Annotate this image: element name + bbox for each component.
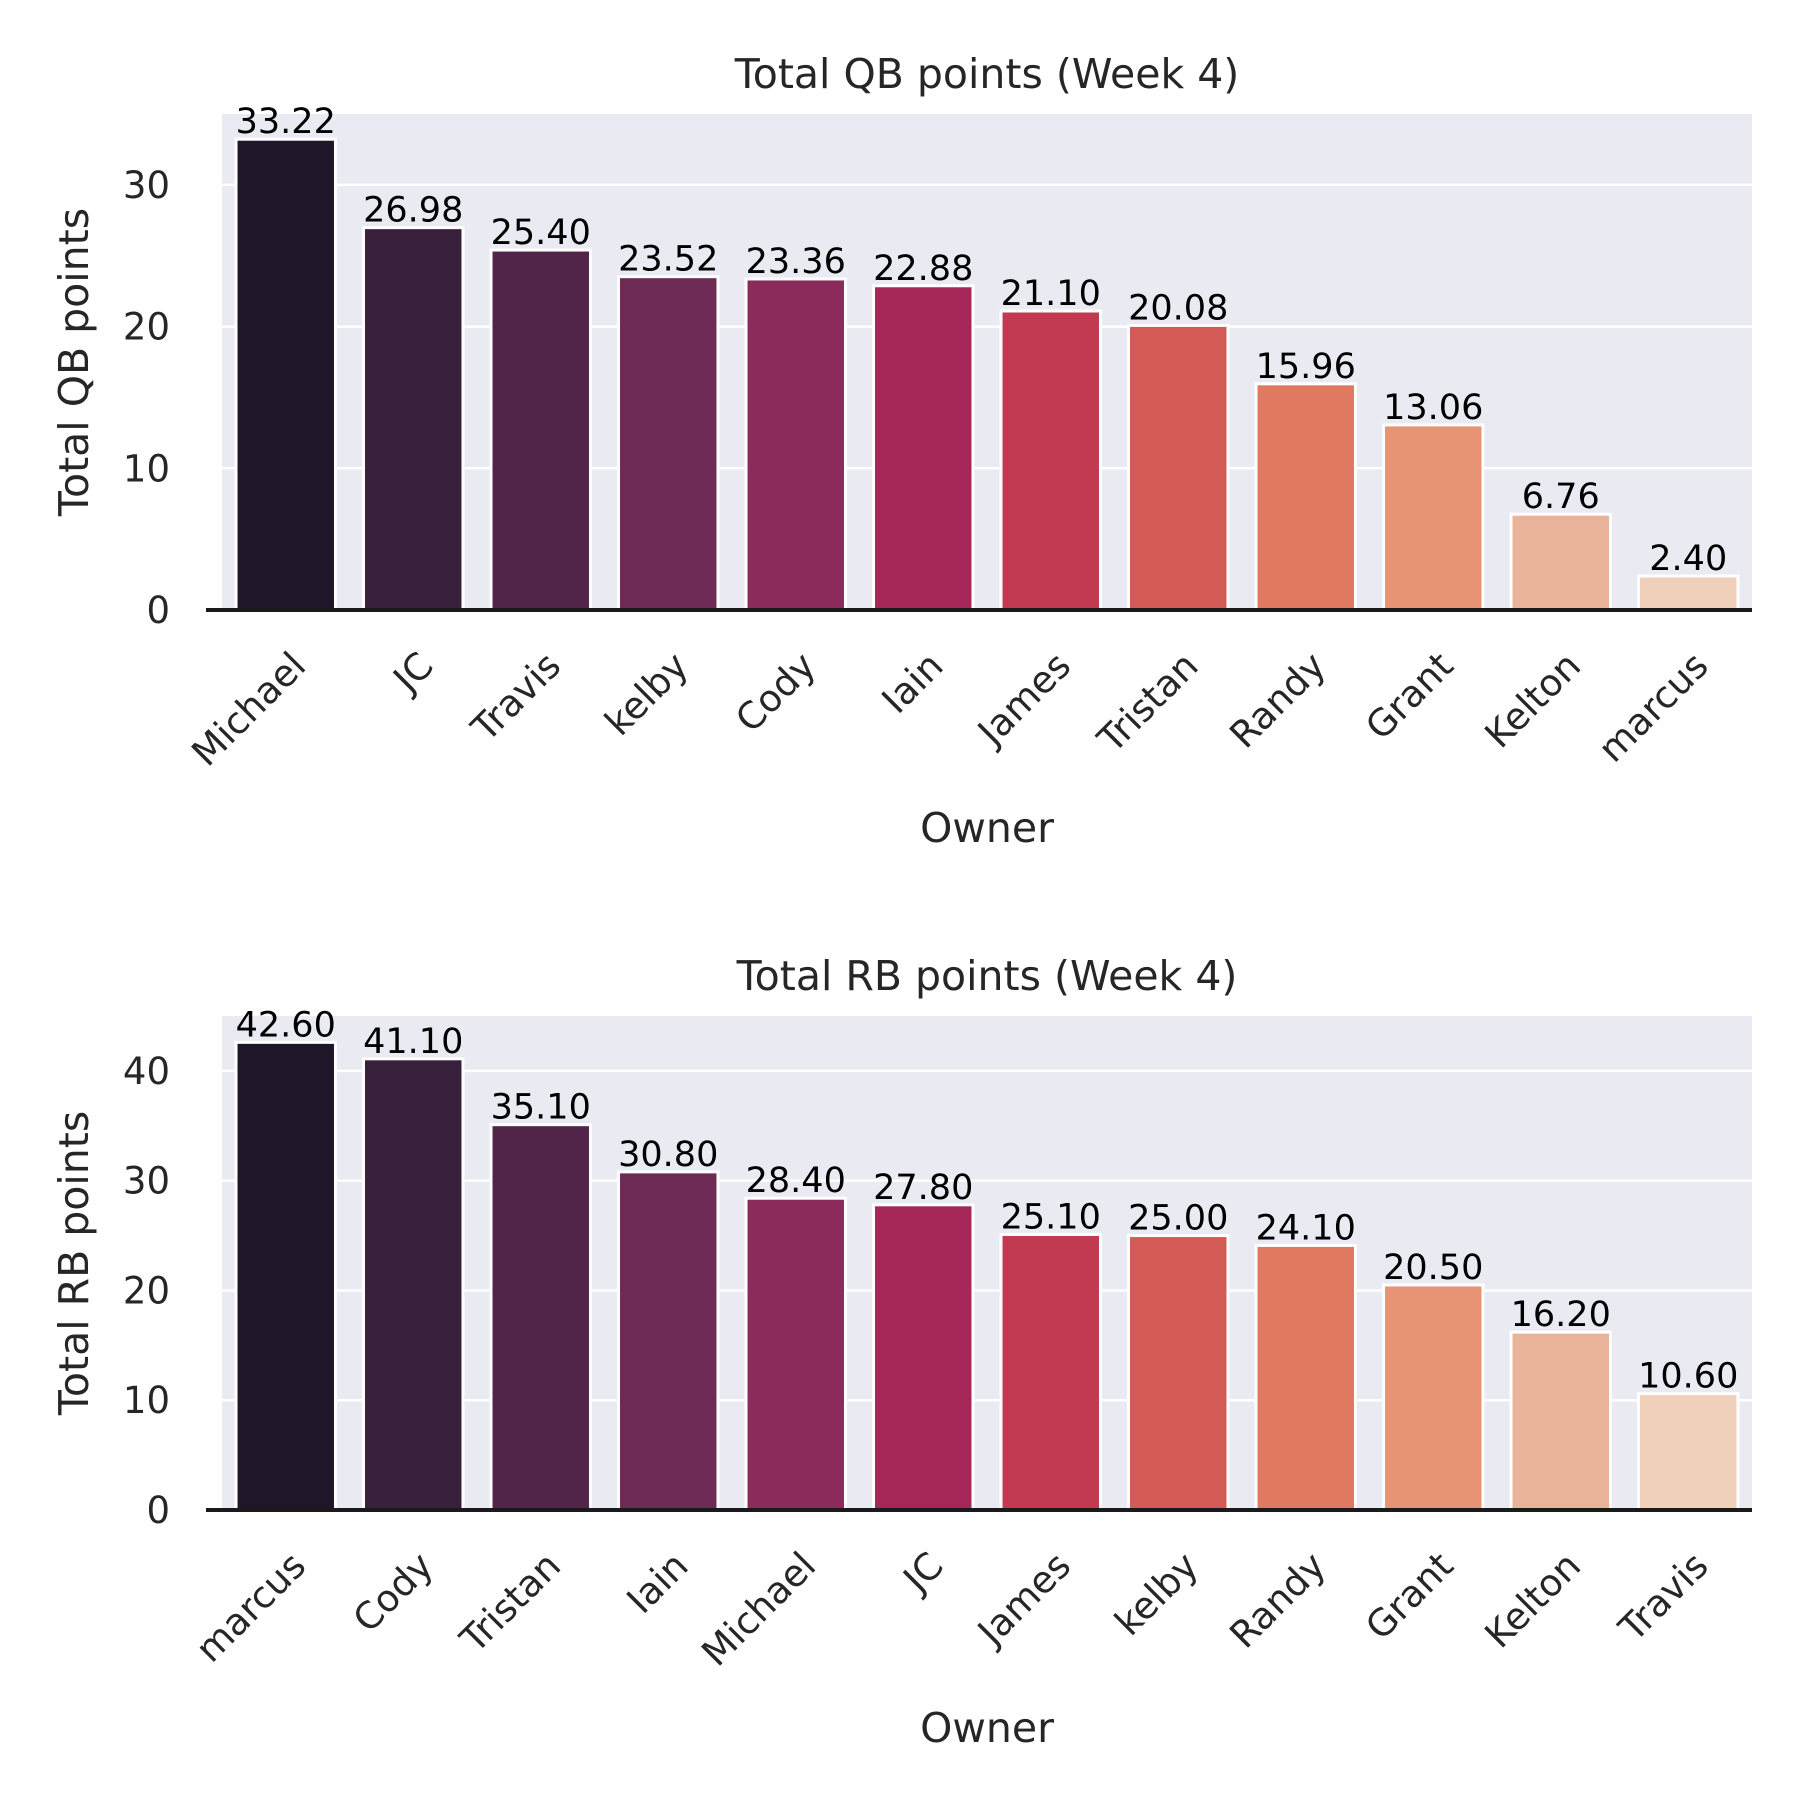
qb-plot-background [222,114,1752,610]
rb-bar-value-label: 35.10 [491,1088,591,1128]
rb-bar-value-label: 16.20 [1511,1295,1611,1335]
qb-y-axis-label: Total QB points [50,208,98,517]
rb-y-axis-label: Total RB points [50,1111,98,1416]
qb-bar [872,284,975,612]
qb-bar-value-label: 21.10 [1001,274,1101,314]
rb-points-chart: 42.60 41.10 35.10 30.80 28.40 27.80 25.10 25.00… [50,952,1752,1752]
qb-bar [1127,323,1230,612]
rb-y-tick-label: 30 [123,1160,170,1203]
qb-bar [362,226,465,612]
qb-bar-value-label: 26.98 [363,191,463,231]
rb-gridlines [222,1069,1752,1402]
rb-bar-value-label: 30.80 [618,1135,718,1175]
rb-bar [489,1123,592,1512]
qb-bar [1382,423,1485,612]
qb-bars [234,137,1740,612]
qb-gridlines [222,183,1752,470]
rb-bar [1127,1234,1230,1512]
rb-bar [1254,1243,1357,1512]
rb-y-tick-label: 40 [123,1050,170,1093]
qb-bar [489,248,592,612]
qb-bar-value-label: 25.40 [491,213,591,253]
qb-bar-value-label: 20.08 [1128,288,1228,328]
rb-y-tick-label: 10 [123,1379,170,1422]
rb-bar-value-label: 25.10 [1001,1197,1101,1237]
rb-bar-value-labels: 42.60 41.10 35.10 30.80 28.40 27.80 25.10 25.00… [236,1005,1739,1396]
qb-bar-value-label: 13.06 [1383,388,1483,428]
rb-bar [362,1057,465,1512]
qb-bar [1637,574,1740,612]
rb-bar [234,1040,337,1512]
qb-bar-value-label: 23.36 [746,242,846,282]
rb-bar [872,1203,975,1512]
rb-y-tick-label: 20 [123,1269,170,1312]
qb-bar [999,309,1102,612]
qb-chart-title: Total QB points (Week 4) [734,50,1240,98]
qb-bar-value-label: 6.76 [1522,477,1600,517]
qb-bar-value-label: 22.88 [873,249,973,289]
rb-bar-value-label: 10.60 [1638,1357,1738,1397]
qb-bar-value-label: 23.52 [618,240,718,280]
qb-x-axis-label: Owner [920,804,1054,852]
rb-bar-value-label: 27.80 [873,1168,973,1208]
rb-bar [744,1196,847,1512]
qb-bar [1509,512,1612,612]
qb-y-tick-label: 20 [123,306,170,349]
rb-y-tick-label: 0 [146,1489,170,1532]
qb-y-tick-label: 30 [123,164,170,207]
rb-bar [617,1170,720,1512]
qb-y-tick-label: 10 [123,447,170,490]
rb-bar [1382,1283,1485,1512]
qb-bar-value-label: 33.22 [236,102,336,142]
qb-bar [744,277,847,612]
rb-y-tick-labels: 0 10 20 30 40 [123,1050,170,1532]
rb-bar-value-label: 42.60 [236,1005,336,1045]
qb-bar-value-label: 2.40 [1649,539,1727,579]
rb-bar-value-label: 28.40 [746,1161,846,1201]
rb-x-axis-label: Owner [920,1704,1054,1752]
rb-chart-title: Total RB points (Week 4) [736,952,1238,1000]
rb-bar [999,1232,1102,1512]
qb-bar [617,275,720,612]
rb-plot-background [222,1016,1752,1510]
rb-bar [1637,1392,1740,1512]
rb-bar [1509,1330,1612,1512]
qb-bar [234,137,337,612]
qb-bar [1254,382,1357,612]
rb-bar-value-label: 25.00 [1128,1199,1228,1239]
rb-bar-value-label: 41.10 [363,1022,463,1062]
qb-y-tick-labels: 0 10 20 30 [123,164,170,632]
rb-bar-value-label: 24.10 [1256,1208,1356,1248]
rb-bar-value-label: 20.50 [1383,1248,1483,1288]
qb-y-tick-label: 0 [146,589,170,632]
qb-bar-value-label: 15.96 [1256,347,1356,387]
qb-bar-value-labels: 33.22 26.98 25.40 23.52 23.36 22.88 21.10 20.08… [236,102,1728,579]
